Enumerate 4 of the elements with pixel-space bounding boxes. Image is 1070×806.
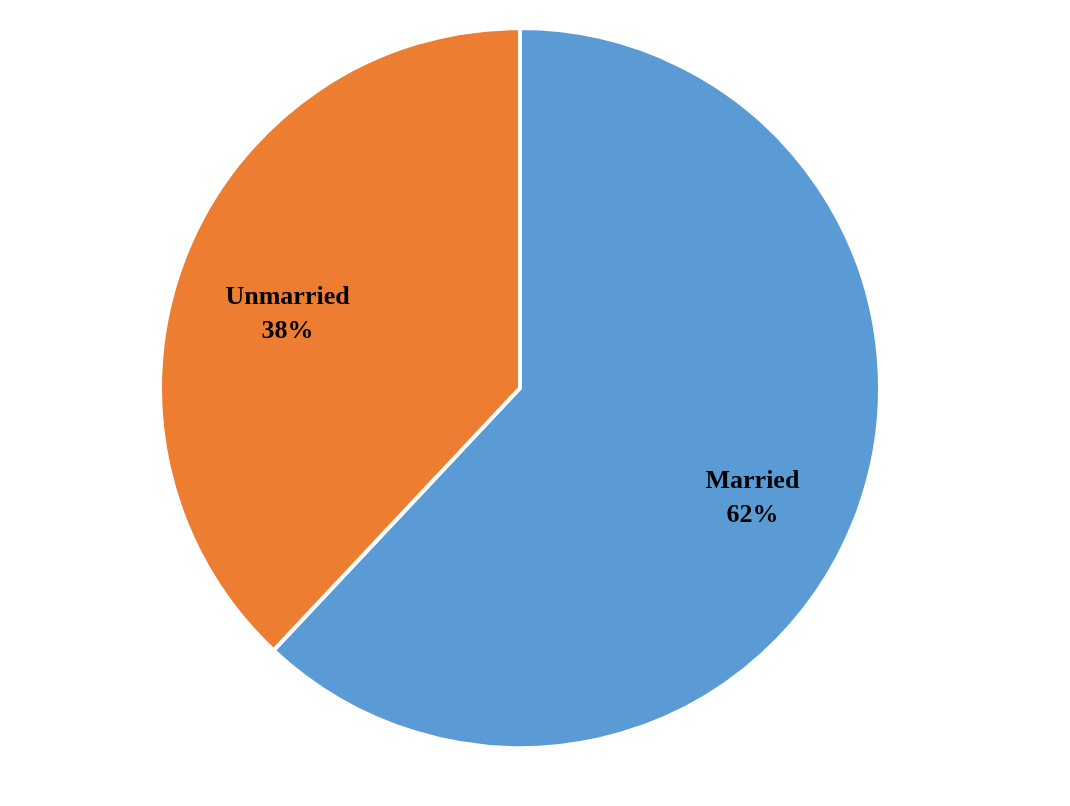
slice-label: Unmarried bbox=[225, 280, 351, 310]
data-label: 38% bbox=[261, 314, 314, 344]
slice-label: Married bbox=[705, 465, 800, 495]
data-label: 62% bbox=[726, 499, 779, 529]
